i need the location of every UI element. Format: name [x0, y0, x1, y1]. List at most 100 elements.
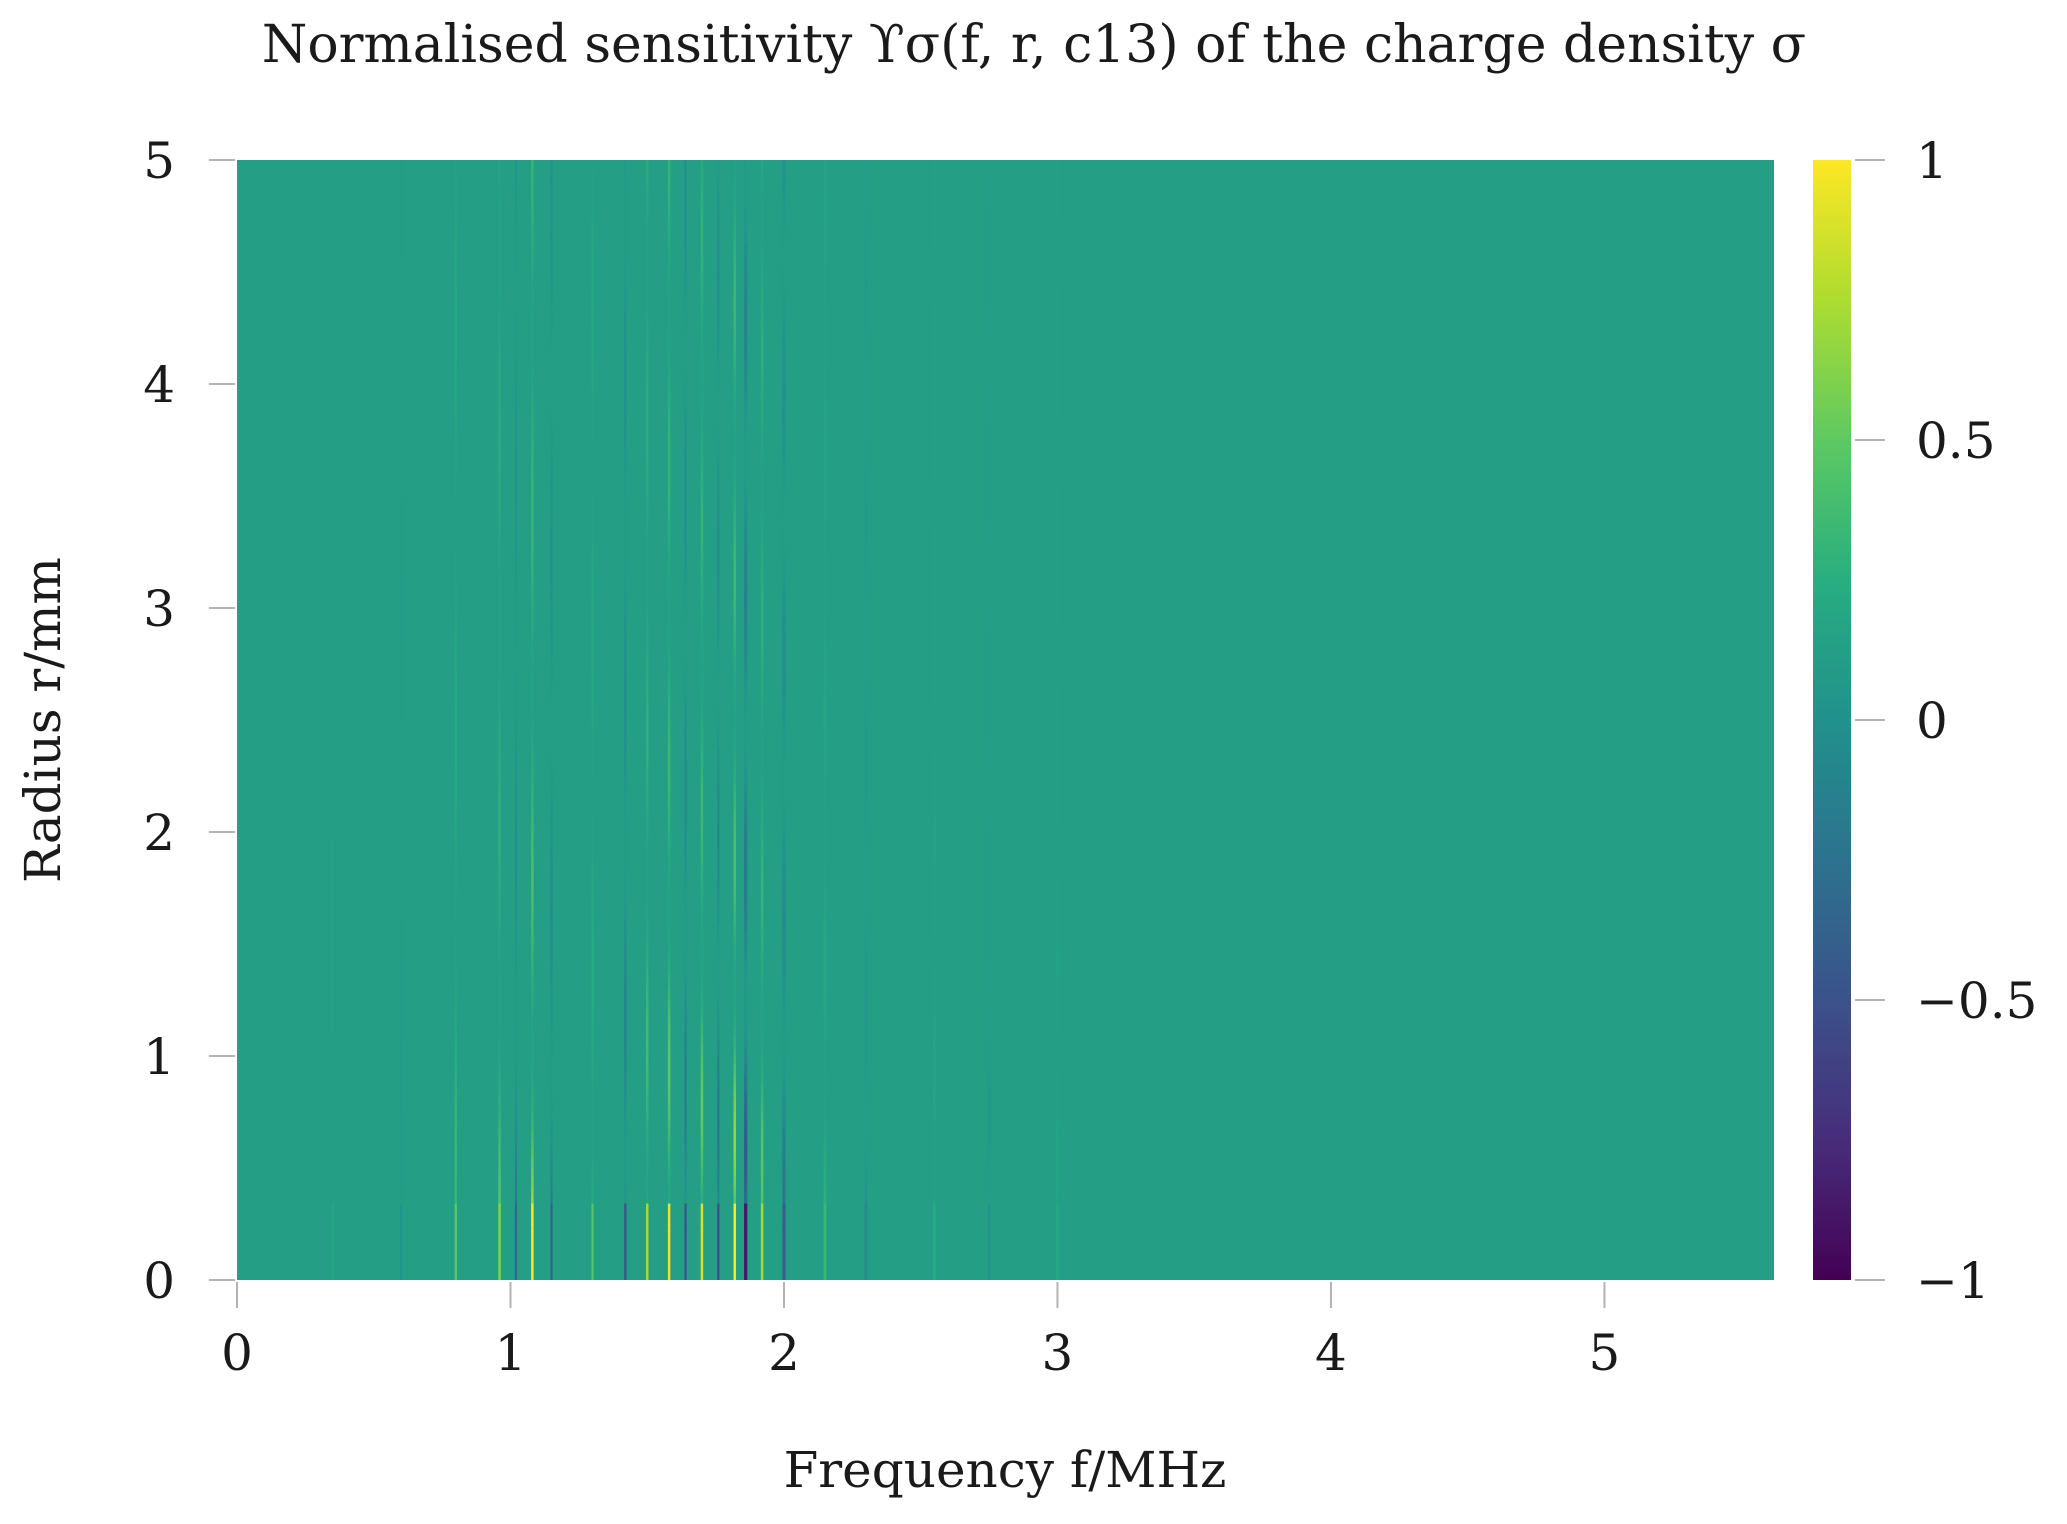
heatmap-cell: [700, 496, 704, 504]
heatmap-cell: [864, 230, 868, 238]
heatmap-cell: [700, 986, 704, 994]
heatmap-cell: [591, 811, 594, 819]
heatmap-cell: [331, 1238, 334, 1246]
heatmap-cell: [331, 538, 334, 546]
heatmap-cell: [760, 895, 764, 903]
heatmap-cell: [550, 699, 553, 707]
heatmap-cell: [684, 447, 687, 455]
heatmap-cell: [864, 1119, 868, 1127]
heatmap-cell: [1056, 923, 1059, 931]
heatmap-cell: [514, 1140, 518, 1148]
heatmap-cell: [514, 328, 518, 336]
heatmap-cell: [684, 1084, 687, 1092]
heatmap-cell: [400, 657, 403, 665]
heatmap-cell: [744, 1007, 748, 1015]
heatmap-cell: [823, 678, 827, 686]
heatmap-cell: [454, 1056, 457, 1064]
heatmap-cell: [823, 895, 827, 903]
heatmap-cell: [624, 300, 627, 308]
heatmap-cell: [531, 629, 534, 637]
heatmap-cell: [400, 384, 403, 392]
heatmap-cell: [700, 818, 704, 826]
heatmap-cell: [667, 545, 671, 553]
heatmap-cell: [591, 510, 594, 518]
heatmap-cell: [782, 1203, 786, 1211]
heatmap-cell: [733, 545, 736, 553]
heatmap-cell: [987, 1049, 991, 1057]
heatmap-cell: [760, 1056, 764, 1064]
heatmap-cell: [454, 909, 457, 917]
heatmap-cell: [864, 167, 868, 175]
heatmap-cell: [331, 1161, 334, 1169]
heatmap-cell: [744, 195, 748, 203]
heatmap-cell: [646, 412, 649, 420]
heatmap-cell: [550, 545, 553, 553]
heatmap-cell: [550, 202, 553, 210]
heatmap-cell: [591, 1077, 594, 1085]
heatmap-cell: [498, 1140, 501, 1148]
heatmap-cell: [624, 755, 627, 763]
heatmap-cell: [646, 335, 649, 343]
heatmap-cell: [700, 559, 704, 567]
heatmap-cell: [331, 209, 334, 217]
heatmap-cell: [624, 818, 627, 826]
heatmap-cell: [624, 1091, 627, 1099]
heatmap-cell: [717, 1049, 720, 1057]
heatmap-cell: [864, 1133, 868, 1141]
colorbar-tick-label: 1: [1916, 132, 1948, 190]
heatmap-cell: [531, 405, 534, 413]
heatmap-cell: [550, 1189, 553, 1197]
heatmap-cell: [646, 482, 649, 490]
heatmap-cell: [646, 664, 649, 672]
heatmap-cell: [864, 713, 868, 721]
heatmap-cell: [1056, 986, 1059, 994]
heatmap-cell: [717, 776, 720, 784]
heatmap-cell: [760, 223, 764, 231]
heatmap-cell: [667, 615, 671, 623]
heatmap-cell: [717, 349, 720, 357]
heatmap-cell: [760, 1182, 764, 1190]
heatmap-cell: [624, 293, 627, 301]
heatmap-cell: [646, 1098, 649, 1106]
heatmap-cell: [700, 1140, 704, 1148]
heatmap-cell: [331, 531, 334, 539]
heatmap-cell: [400, 706, 403, 714]
heatmap-cell: [987, 496, 991, 504]
heatmap-cell: [454, 1147, 457, 1155]
heatmap-cell: [823, 909, 827, 917]
heatmap-cell: [987, 1112, 991, 1120]
heatmap-cell: [864, 678, 868, 686]
heatmap-cell: [782, 1063, 786, 1071]
heatmap-cell: [823, 685, 827, 693]
heatmap-cell: [514, 1063, 518, 1071]
heatmap-cell: [454, 895, 457, 903]
heatmap-cell: [782, 909, 786, 917]
heatmap-cell: [531, 587, 534, 595]
heatmap-cell: [1056, 839, 1059, 847]
heatmap-cell: [864, 853, 868, 861]
heatmap-cell: [331, 706, 334, 714]
heatmap-cell: [498, 356, 501, 364]
heatmap-cell: [531, 188, 534, 196]
heatmap-cell: [1056, 573, 1059, 581]
heatmap-cell: [733, 398, 736, 406]
heatmap-cell: [400, 1182, 403, 1190]
heatmap-cell: [1056, 993, 1059, 1001]
heatmap-cell: [823, 1091, 827, 1099]
heatmap-cell: [591, 629, 594, 637]
heatmap-cell: [782, 1077, 786, 1085]
heatmap-cell: [744, 825, 748, 833]
heatmap-cell: [454, 587, 457, 595]
heatmap-cell: [733, 1098, 736, 1106]
heatmap-cell: [331, 307, 334, 315]
heatmap-cell: [498, 405, 501, 413]
heatmap-cell: [782, 517, 786, 525]
heatmap-cell: [864, 1252, 868, 1260]
heatmap-cell: [933, 839, 936, 847]
heatmap-cell: [684, 923, 687, 931]
heatmap-cell: [531, 573, 534, 581]
heatmap-cell: [400, 825, 403, 833]
heatmap-cell: [717, 902, 720, 910]
heatmap-cell: [733, 258, 736, 266]
heatmap-cell: [1056, 1098, 1059, 1106]
